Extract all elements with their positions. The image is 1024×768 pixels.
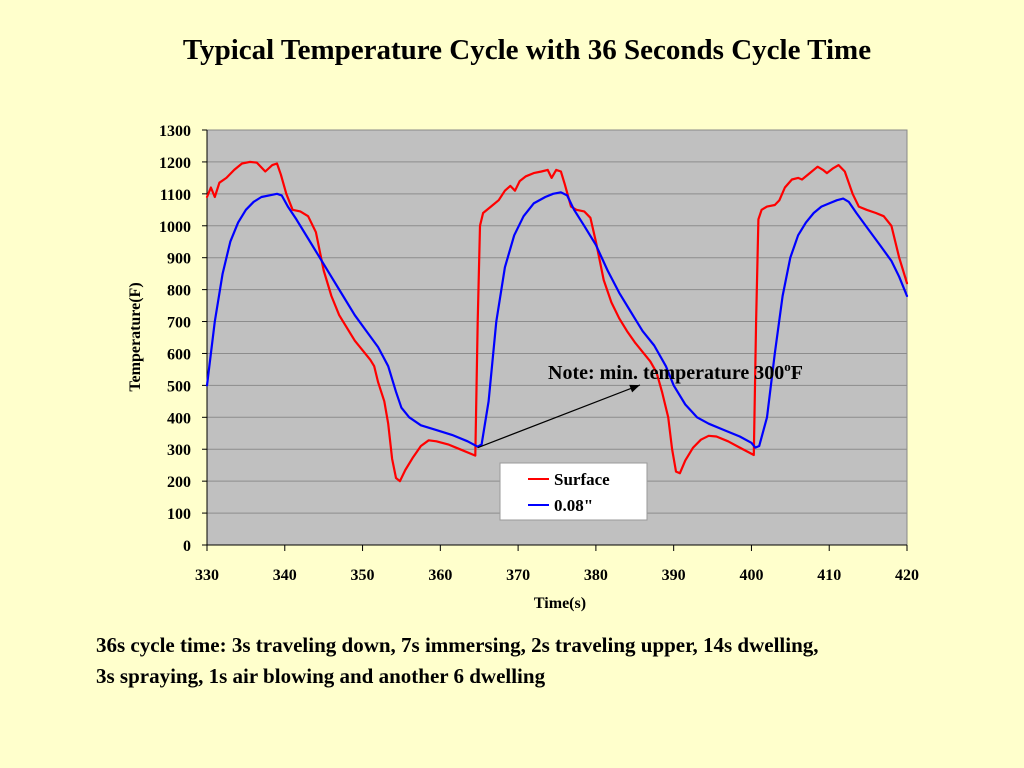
annotation-arrow bbox=[477, 384, 641, 449]
x-tick-label: 370 bbox=[506, 567, 530, 584]
series-line-depth bbox=[205, 191, 909, 449]
legend-label-surface: Surface bbox=[554, 470, 610, 489]
annotation-text: Note: min. temperature 300oF bbox=[548, 359, 803, 384]
caption-line-2: 3s spraying, 1s air blowing and another … bbox=[96, 664, 546, 688]
series-line-surface bbox=[205, 160, 909, 483]
y-tick-label: 900 bbox=[167, 251, 191, 268]
y-tick-label: 800 bbox=[167, 283, 191, 300]
x-tick-label: 350 bbox=[351, 567, 375, 584]
legend-box bbox=[499, 462, 648, 521]
y-tick-label: 400 bbox=[167, 410, 191, 427]
x-tick-label: 340 bbox=[273, 567, 297, 584]
x-tick-label: 360 bbox=[428, 567, 452, 584]
y-tick-label: 1100 bbox=[160, 187, 191, 204]
legend: Surface 0.08" bbox=[499, 462, 648, 521]
slide-title: Typical Temperature Cycle with 36 Second… bbox=[182, 34, 872, 66]
y-tick-label: 300 bbox=[167, 442, 191, 459]
y-tick-label: 600 bbox=[167, 346, 191, 363]
x-tick-label: 420 bbox=[895, 567, 919, 584]
y-tick-label: 500 bbox=[167, 378, 191, 395]
series-lines bbox=[205, 160, 909, 483]
y-tick-label: 200 bbox=[167, 474, 191, 491]
x-tick-label: 380 bbox=[584, 567, 608, 584]
y-tick-label: 700 bbox=[167, 315, 191, 332]
annotation-arrowhead bbox=[629, 384, 640, 393]
y-axis: 0 100 200 300 400 500 600 700 800 900 1000 1100 1200… bbox=[159, 123, 208, 555]
x-tick-label: 400 bbox=[739, 567, 763, 584]
y-axis-label: Temperature(F) bbox=[127, 282, 144, 391]
x-tick-label: 330 bbox=[195, 567, 219, 584]
legend-label-depth: 0.08" bbox=[554, 496, 593, 515]
y-tick-label: 1000 bbox=[159, 219, 191, 236]
x-axis-label: Time(s) bbox=[534, 595, 586, 612]
annotation: Note: min. temperature 300oF bbox=[477, 359, 803, 449]
caption-line-1: 36s cycle time: 3s traveling down, 7s im… bbox=[96, 633, 819, 657]
y-tick-label: 100 bbox=[167, 506, 191, 523]
x-tick-label: 410 bbox=[817, 567, 841, 584]
y-tick-label: 1200 bbox=[159, 155, 191, 172]
grid-lines bbox=[207, 161, 907, 514]
x-axis: 330 340 350 360 370 380 390 400 410 420 bbox=[195, 544, 919, 584]
y-tick-label: 0 bbox=[183, 538, 191, 555]
x-tick-label: 390 bbox=[662, 567, 686, 584]
caption: 36s cycle time: 3s traveling down, 7s im… bbox=[96, 630, 996, 692]
y-tick-label: 1300 bbox=[159, 123, 191, 140]
